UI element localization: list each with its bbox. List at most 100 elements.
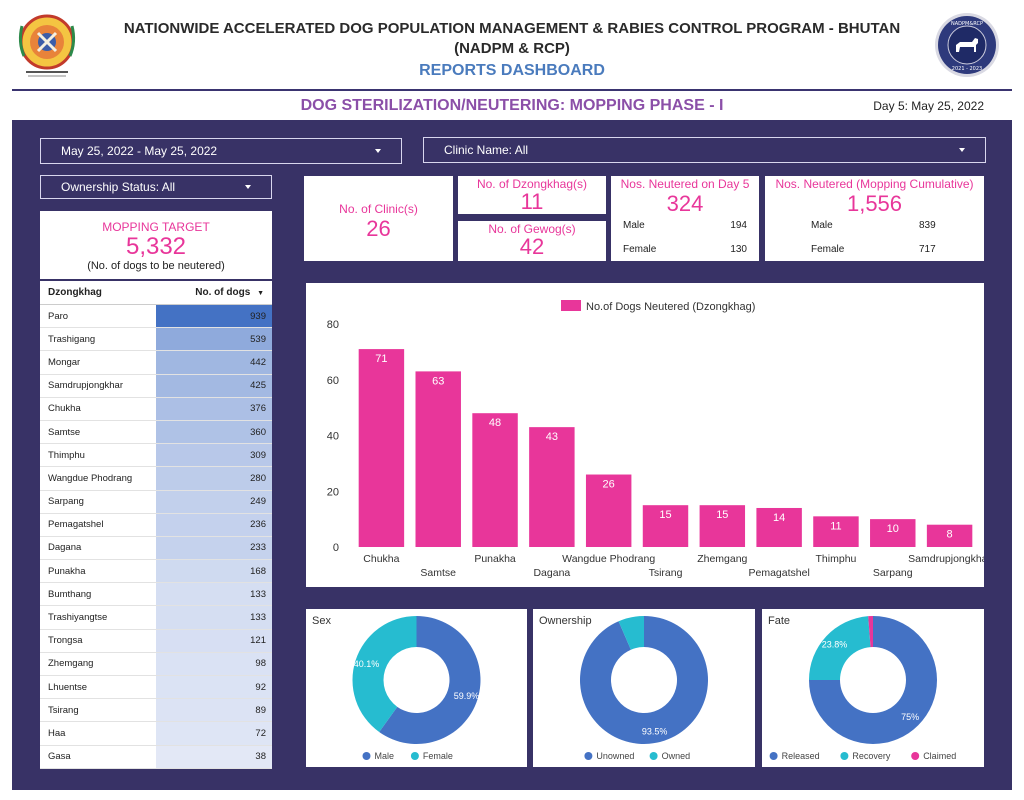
slice-label: 40.1%: [354, 659, 380, 669]
bar: [926, 524, 973, 547]
clinic-filter[interactable]: Clinic Name: All: [423, 137, 986, 163]
gewogs-kpi-value: 42: [519, 234, 545, 259]
sex-donut-chart: 59.9% 40.1% Male Female: [352, 616, 481, 761]
table-row[interactable]: Wangdue Phodrang 280: [40, 467, 272, 491]
y-tick-label: 20: [327, 486, 339, 498]
dzongkhag-name: Trongsa: [48, 635, 83, 647]
table-row[interactable]: Trashigang 539: [40, 328, 272, 352]
dzongkhag-name: Zhemgang: [48, 658, 94, 670]
column-header-dzongkhag[interactable]: Dzongkhag: [48, 287, 102, 298]
dog-count: 233: [156, 536, 272, 560]
x-tick-label: Zhemgang: [697, 553, 747, 565]
table-body: Paro 939 Trashigang 539 Mongar 442 Samdrupjong…: [40, 305, 272, 769]
table-row[interactable]: Punakha 168: [40, 560, 272, 584]
dog-count: 121: [156, 629, 272, 652]
cumulative-male-label: Male: [811, 220, 833, 231]
bhutan-emblem-icon: [18, 14, 76, 77]
bar: [642, 505, 689, 547]
table-row[interactable]: Dagana 233: [40, 536, 272, 561]
table-row[interactable]: Samtse 360: [40, 420, 272, 445]
table-row[interactable]: Sarpang 249: [40, 490, 272, 514]
x-tick-label: Tsirang: [649, 567, 683, 579]
day5-kpi-card: Nos. Neutered on Day 5 324 Male 194 Fema…: [611, 176, 759, 261]
dog-count: 280: [156, 467, 272, 490]
table-row[interactable]: Tsirang 89: [40, 699, 272, 723]
clinics-kpi-value: 26: [366, 216, 391, 241]
table-row[interactable]: Zhemgang 98: [40, 652, 272, 676]
dzongkhag-name: Trashigang: [48, 333, 96, 345]
dzongkhag-name: Tsirang: [48, 704, 79, 716]
bar-data-label: 71: [375, 353, 387, 365]
table-row[interactable]: Haa 72: [40, 722, 272, 746]
ownership-donut-chart: 93.5% Unowned Owned: [580, 616, 708, 761]
bar: [358, 349, 405, 547]
legend-dot: [840, 752, 849, 760]
bar-data-label: 48: [489, 417, 501, 429]
dzongkhag-name: Chukha: [48, 403, 81, 415]
mopping-target-value: 5,332: [125, 233, 187, 260]
gewogs-kpi-card: No. of Gewog(s) 42: [458, 221, 606, 261]
slice-label: 23.8%: [822, 639, 848, 649]
svg-text:NADPM&RCP: NADPM&RCP: [951, 21, 983, 27]
reports-dashboard-subtitle: REPORTS DASHBOARD: [419, 62, 605, 79]
dog-count: 133: [156, 583, 272, 606]
date-range-filter[interactable]: May 25, 2022 - May 25, 2022: [40, 138, 402, 164]
clinics-kpi-card: No. of Clinic(s) 26: [304, 176, 453, 261]
x-tick-label: Dagana: [533, 567, 570, 579]
column-header-label: No. of dogs: [195, 287, 251, 298]
dzongkhag-name: Samtse: [48, 426, 81, 438]
ownership-filter[interactable]: Ownership Status: All: [40, 175, 272, 199]
donut-slice: [809, 616, 871, 680]
x-tick-label: Pemagatshel: [748, 567, 809, 579]
sort-desc-icon: ▼: [257, 290, 264, 297]
mopping-target-note: (No. of dogs to be neutered): [87, 260, 225, 272]
table-row[interactable]: Trongsa 121: [40, 629, 272, 653]
bar-data-label: 10: [887, 523, 899, 535]
legend-dot: [362, 752, 371, 760]
y-tick-label: 0: [333, 542, 339, 554]
day5-kpi-label: Nos. Neutered on Day 5: [620, 177, 750, 191]
donut-slice: [352, 616, 417, 733]
table-header: Dzongkhag No. of dogs ▼: [40, 281, 272, 305]
phase-title: DOG STERILIZATION/NEUTERING: MOPPING PHA…: [300, 97, 724, 114]
table-row[interactable]: Bumthang 133: [40, 583, 272, 607]
day5-kpi-value: 324: [666, 191, 704, 216]
bar: [813, 516, 859, 547]
bar-data-label: 26: [603, 479, 615, 491]
clinic-filter-value: Clinic Name: All: [444, 143, 529, 157]
bar-data-label: 43: [546, 431, 558, 443]
program-seal-icon: NADPM&RCP 2021 - 2023: [935, 13, 999, 77]
legend-label: Recovery: [852, 751, 891, 761]
dog-count: 376: [156, 397, 272, 420]
bar-data-label: 14: [773, 512, 785, 524]
table-row[interactable]: Pemagatshel 236: [40, 513, 272, 537]
table-row[interactable]: Thimphu 309: [40, 444, 272, 468]
table-row[interactable]: Gasa 38: [40, 745, 272, 769]
table-row[interactable]: Samdrupjongkhar 425: [40, 374, 272, 398]
table-row[interactable]: Chukha 376: [40, 397, 272, 421]
bar: [585, 474, 632, 547]
day-label: Day 5: May 25, 2022: [873, 99, 984, 113]
bar: [415, 371, 461, 547]
day5-male-label: Male: [623, 220, 645, 231]
dzongkhags-kpi-label: No. of Dzongkhag(s): [476, 177, 588, 191]
dzongkhag-name: Samdrupjongkhar: [48, 380, 123, 392]
legend-label: Released: [782, 751, 820, 761]
column-header-no-of-dogs[interactable]: No. of dogs ▼: [156, 287, 272, 298]
cumulative-female-value: 717: [919, 244, 936, 255]
table-row[interactable]: Lhuentse 92: [40, 676, 272, 700]
dog-count: 38: [156, 745, 272, 768]
dzongkhag-name: Mongar: [48, 356, 81, 368]
dog-count: 133: [156, 606, 272, 629]
dog-count: 309: [156, 444, 272, 467]
table-row[interactable]: Mongar 442: [40, 351, 272, 375]
donut-slice: [809, 616, 937, 744]
dog-count: 425: [156, 374, 272, 397]
table-row[interactable]: Trashiyangtse 133: [40, 606, 272, 630]
dzongkhag-name: Pemagatshel: [48, 519, 104, 531]
legend-dot: [584, 752, 593, 760]
table-row[interactable]: Paro 939: [40, 305, 272, 329]
day5-female-label: Female: [623, 244, 657, 255]
ownership-pie-card: Ownership 93.5% Unowned Owned: [533, 609, 755, 767]
